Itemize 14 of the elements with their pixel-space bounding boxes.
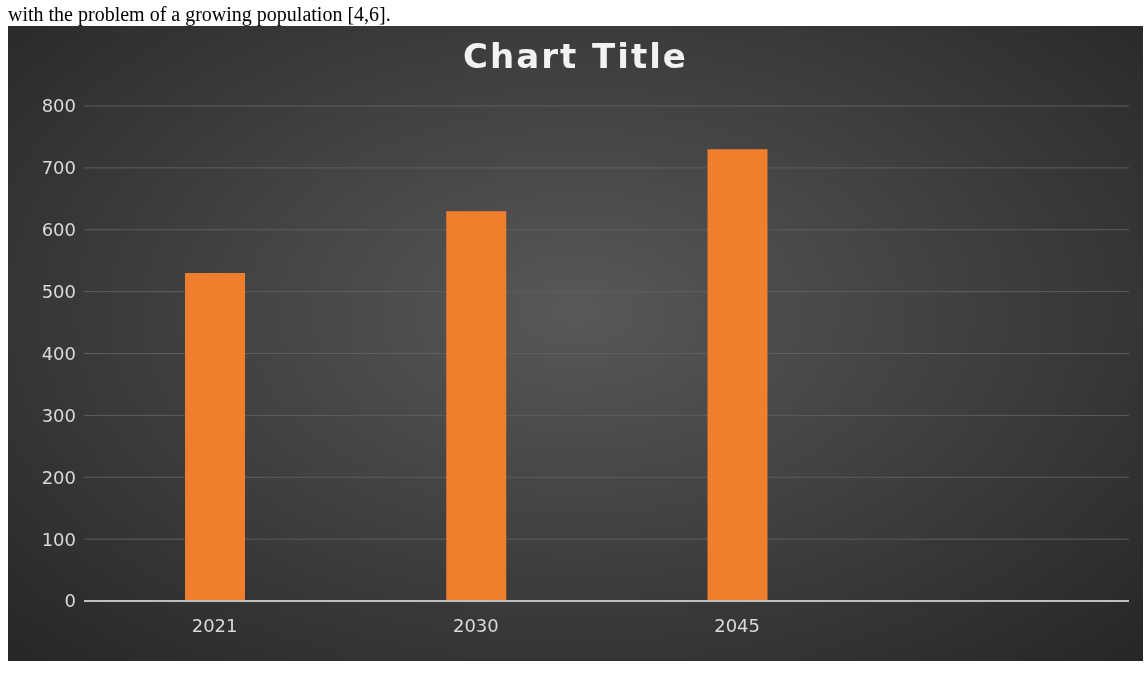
y-tick-label: 200 <box>41 466 76 488</box>
chart-title: Chart Title <box>462 35 689 78</box>
y-tick-label: 600 <box>41 219 76 241</box>
x-tick-label: 2030 <box>452 614 499 636</box>
y-tick-label: 300 <box>41 404 76 426</box>
y-tick-label: 100 <box>41 528 76 550</box>
x-tick-label: 2021 <box>191 614 238 636</box>
y-tick-label: 800 <box>41 95 76 117</box>
y-tick-label: 700 <box>41 157 76 179</box>
x-tick-label: 2045 <box>714 614 761 636</box>
text: with the problem of a growing population [4,6]. <box>8 2 392 26</box>
y-tick-label: 500 <box>41 281 76 303</box>
y-tick-label: 0 <box>64 590 76 612</box>
y-tick-label: 400 <box>41 342 76 364</box>
